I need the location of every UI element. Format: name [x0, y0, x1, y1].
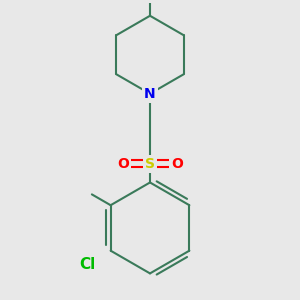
Text: N: N [144, 87, 156, 101]
Text: O: O [117, 157, 129, 171]
Text: S: S [145, 157, 155, 171]
Text: Cl: Cl [79, 256, 95, 272]
Text: O: O [171, 157, 183, 171]
